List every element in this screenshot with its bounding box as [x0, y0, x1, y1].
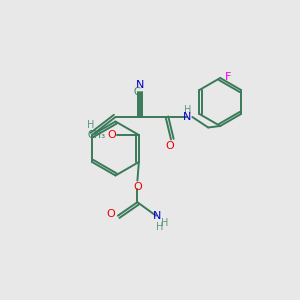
Text: F: F: [225, 71, 231, 82]
Text: N: N: [136, 80, 144, 90]
Text: O: O: [165, 141, 174, 151]
Text: C: C: [133, 86, 140, 97]
Text: O: O: [106, 209, 115, 219]
Text: O: O: [133, 182, 142, 192]
Text: H: H: [87, 120, 94, 130]
Text: O: O: [107, 130, 116, 140]
Text: CH₃: CH₃: [87, 130, 105, 140]
Text: H: H: [156, 222, 163, 232]
Text: H: H: [161, 218, 169, 228]
Text: N: N: [153, 211, 162, 221]
Text: H: H: [184, 105, 191, 116]
Text: N: N: [183, 112, 191, 122]
